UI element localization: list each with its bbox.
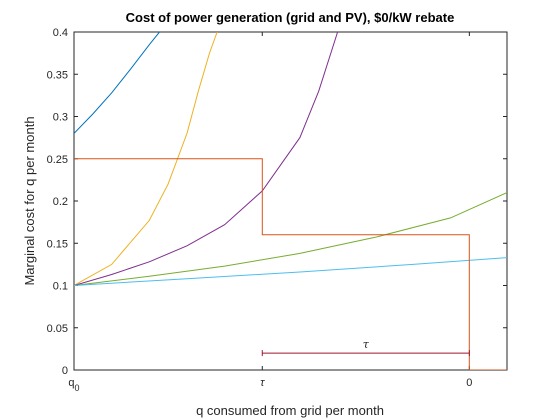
y-tick-label: 0.1 — [53, 281, 68, 293]
y-tick-label: 0.35 — [47, 69, 68, 81]
chart-title: Cost of power generation (grid and PV), … — [126, 10, 455, 25]
series-line-6 — [74, 158, 507, 370]
x-tick-label: q0 — [68, 377, 79, 393]
x-tick-label: τ — [260, 377, 265, 389]
y-tick-label: 0.15 — [47, 238, 68, 250]
y-tick-label: 0.3 — [53, 112, 68, 124]
x-tick-label: 0 — [466, 377, 472, 389]
plot-frame — [73, 31, 508, 371]
y-tick-label: 0.05 — [47, 323, 68, 335]
series-line-5 — [74, 257, 507, 286]
x-tick-label-subscript: 0 — [75, 383, 80, 393]
y-tick-label: 0.4 — [53, 27, 68, 39]
y-tick-label: 0.25 — [47, 154, 68, 166]
series-line-4 — [74, 192, 507, 286]
y-axis-title: Marginal cost for q per month — [22, 116, 37, 285]
bracket-annotation-label: τ — [363, 338, 370, 351]
series-line-1 — [74, 32, 160, 134]
series-line-3 — [74, 32, 339, 286]
y-tick-label: 0 — [62, 365, 68, 377]
x-axis-title: q consumed from grid per month — [196, 403, 384, 418]
y-tick-label: 0.2 — [53, 196, 68, 208]
plot-content: 0 0.05 0.1 0.15 0.2 0.25 0.3 0.35 0.4 q0 τ 0 τ — [47, 27, 508, 393]
